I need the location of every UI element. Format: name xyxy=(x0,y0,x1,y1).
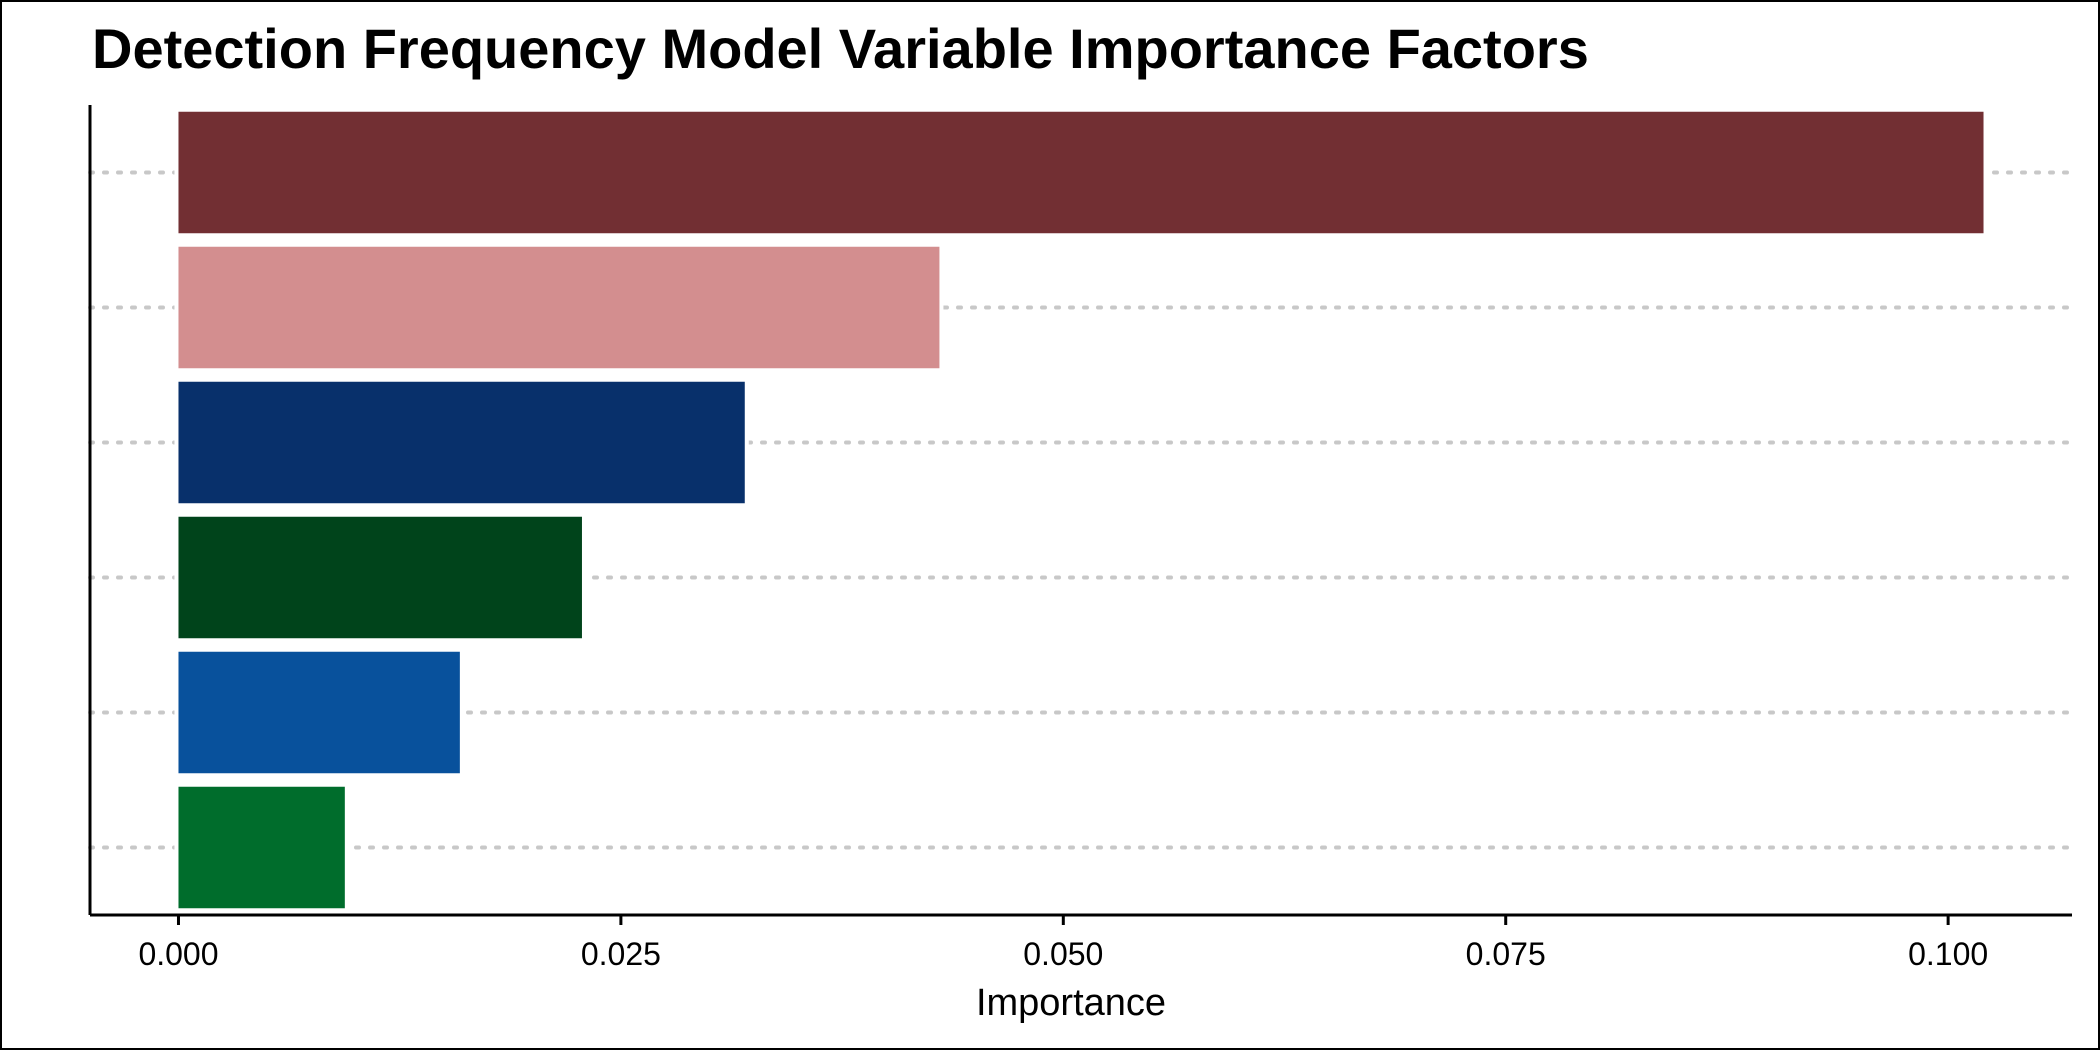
x-axis-ticks: 0.000 0.025 0.050 0.075 0.100 xyxy=(138,915,1988,972)
axes xyxy=(88,105,2072,917)
bar-1 xyxy=(174,107,1988,238)
x-tick-label: 0.050 xyxy=(1023,936,1103,972)
x-tick-label: 0.000 xyxy=(138,936,218,972)
bar-5 xyxy=(174,647,464,778)
x-tick-label: 0.075 xyxy=(1466,936,1546,972)
chart-title: Detection Frequency Model Variable Impor… xyxy=(92,17,1589,80)
x-axis-title: Importance xyxy=(976,982,1166,1024)
bar-3 xyxy=(174,377,749,508)
bar-2 xyxy=(174,242,944,373)
bars xyxy=(174,107,1988,913)
x-tick-label: 0.025 xyxy=(581,936,661,972)
x-tick-label: 0.100 xyxy=(1908,936,1988,972)
bar-6 xyxy=(174,782,349,913)
bar-4 xyxy=(174,512,586,643)
